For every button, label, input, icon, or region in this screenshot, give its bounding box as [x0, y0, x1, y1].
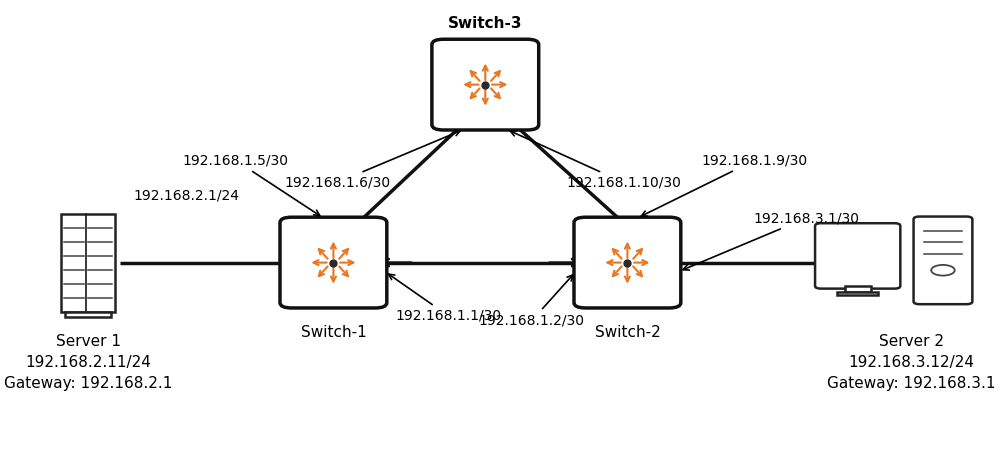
FancyBboxPatch shape: [280, 217, 387, 308]
Text: 192.168.2.1/24: 192.168.2.1/24: [133, 189, 239, 203]
FancyBboxPatch shape: [61, 214, 115, 311]
Text: 192.168.3.1/30: 192.168.3.1/30: [683, 211, 859, 270]
Text: 192.168.1.5/30: 192.168.1.5/30: [182, 153, 320, 216]
Text: 192.168.1.6/30: 192.168.1.6/30: [284, 130, 460, 189]
Text: Switch-1: Switch-1: [301, 325, 366, 340]
Text: 192.168.1.1/30: 192.168.1.1/30: [389, 274, 502, 323]
Text: Switch-2: Switch-2: [595, 325, 660, 340]
Text: Server 2
192.168.3.12/24
Gateway: 192.168.3.1: Server 2 192.168.3.12/24 Gateway: 192.16…: [827, 334, 996, 391]
FancyBboxPatch shape: [65, 311, 111, 317]
Text: 192.168.1.2/30: 192.168.1.2/30: [479, 275, 585, 327]
Text: Server 1
192.168.2.11/24
Gateway: 192.168.2.1: Server 1 192.168.2.11/24 Gateway: 192.16…: [4, 334, 173, 391]
FancyBboxPatch shape: [815, 223, 900, 289]
Text: 192.168.1.10/30: 192.168.1.10/30: [510, 131, 681, 189]
FancyBboxPatch shape: [845, 286, 871, 292]
Text: Switch-3: Switch-3: [448, 16, 523, 31]
FancyBboxPatch shape: [837, 292, 878, 295]
FancyBboxPatch shape: [432, 39, 539, 130]
FancyBboxPatch shape: [914, 217, 972, 304]
Text: 192.168.1.9/30: 192.168.1.9/30: [641, 153, 808, 216]
FancyBboxPatch shape: [574, 217, 681, 308]
